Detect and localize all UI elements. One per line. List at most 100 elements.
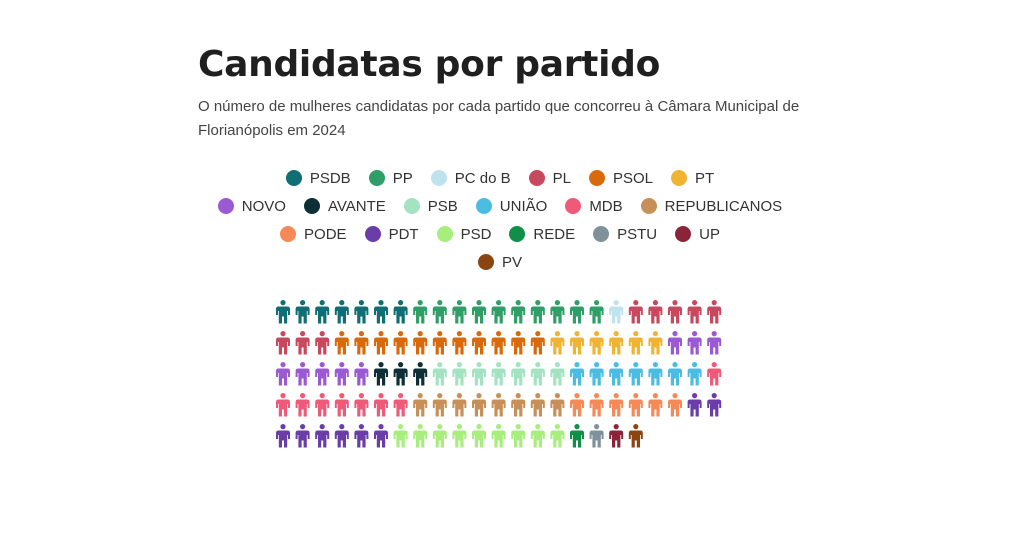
person-icon (570, 300, 584, 324)
person-icon (668, 300, 682, 324)
person-head (574, 331, 580, 337)
legend-label: PODE (304, 225, 347, 243)
person-body (413, 337, 428, 355)
person-icon (491, 393, 506, 417)
person-body (668, 399, 682, 417)
legend-swatch (430, 170, 447, 186)
person-body (334, 337, 349, 355)
person-icon (589, 300, 604, 324)
person-head (280, 393, 286, 399)
person-body (668, 368, 682, 386)
legend-label: MDB (589, 197, 623, 215)
person-head (652, 331, 658, 337)
person-head (554, 393, 560, 399)
person-icon (628, 393, 643, 417)
person-head (692, 362, 698, 368)
person-head (437, 424, 443, 430)
person-icon (315, 362, 330, 386)
legend-label: PC do B (454, 169, 511, 187)
legend-item: UNIÃO (475, 198, 547, 215)
person-icon (687, 362, 702, 386)
person-head (633, 331, 639, 337)
person-body (511, 368, 526, 386)
legend-swatch (280, 226, 297, 242)
person-body (472, 430, 486, 448)
person-head (613, 362, 619, 368)
legend-swatch (528, 170, 545, 186)
person-body (530, 430, 545, 448)
person-icon (530, 300, 545, 324)
person-head (398, 362, 404, 368)
person-head (476, 424, 482, 430)
person-head (378, 300, 384, 306)
person-icon (530, 362, 545, 386)
person-head (652, 393, 658, 399)
person-head (437, 300, 443, 306)
person-head (339, 424, 345, 430)
person-body (452, 399, 467, 417)
person-head (613, 300, 619, 306)
legend-item: PSB (403, 198, 458, 215)
person-icon (413, 362, 428, 386)
person-icon (648, 362, 663, 386)
person-head (358, 393, 364, 399)
person-body (707, 368, 722, 386)
person-body (413, 306, 428, 324)
person-body (707, 306, 722, 324)
person-body (570, 430, 584, 448)
legend-swatch (509, 226, 526, 242)
person-icon (491, 362, 506, 386)
person-head (358, 362, 364, 368)
person-head (496, 424, 502, 430)
person-icon (687, 300, 702, 324)
person-icon (511, 424, 526, 448)
person-icon (589, 424, 604, 448)
person-icon (413, 393, 428, 417)
legend-swatch (640, 198, 657, 214)
person-icon (648, 393, 663, 417)
person-head (594, 393, 600, 399)
person-icon (295, 393, 310, 417)
person-icon (374, 362, 388, 386)
person-body (589, 337, 604, 355)
legend-item: REPUBLICANOS (640, 198, 782, 215)
person-head (417, 424, 423, 430)
legend-swatch (303, 198, 320, 214)
person-head (711, 393, 717, 399)
legend-swatch (368, 170, 385, 186)
person-body (491, 368, 506, 386)
person-body (374, 368, 388, 386)
person-icon (295, 362, 310, 386)
person-icon (472, 300, 486, 324)
person-icon (668, 362, 682, 386)
person-body (550, 430, 565, 448)
person-icon (609, 300, 624, 324)
legend-row: PODE PDT PSD REDE PSTU UP (0, 220, 1000, 248)
person-head (300, 300, 306, 306)
person-body (354, 337, 369, 355)
person-body (334, 399, 349, 417)
legend-swatch (670, 170, 687, 186)
person-icon (668, 393, 682, 417)
person-body (628, 368, 643, 386)
legend-row: PSDB PP PC do B PL PSOL PT (0, 164, 1000, 192)
person-head (378, 424, 384, 430)
person-head (535, 424, 541, 430)
legend-row: NOVO AVANTE PSB UNIÃO MDB REPUBLICANOS (0, 192, 1000, 220)
person-icon (315, 300, 330, 324)
person-icon (276, 331, 290, 355)
person-body (648, 399, 663, 417)
person-icon (354, 362, 369, 386)
person-head (711, 331, 717, 337)
person-icon (354, 393, 369, 417)
person-head (300, 362, 306, 368)
person-body (707, 337, 722, 355)
person-icon (589, 362, 604, 386)
person-icon (511, 393, 526, 417)
person-body (687, 399, 702, 417)
person-head (496, 362, 502, 368)
person-head (515, 393, 521, 399)
person-icon (707, 331, 722, 355)
legend-item: PSDB (285, 170, 351, 187)
